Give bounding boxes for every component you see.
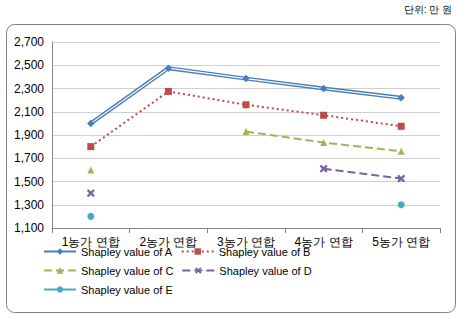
svg-text:2,500: 2,500	[14, 58, 44, 72]
svg-text:Shapley value of E: Shapley value of E	[81, 284, 173, 296]
svg-text:1,300: 1,300	[14, 198, 44, 212]
svg-text:단위: 만 원: 단위: 만 원	[404, 4, 452, 15]
svg-text:1,700: 1,700	[14, 151, 44, 165]
svg-text:2,300: 2,300	[14, 82, 44, 96]
svg-text:5농가 연합: 5농가 연합	[372, 235, 430, 249]
svg-text:2,700: 2,700	[14, 35, 44, 49]
svg-text:1,500: 1,500	[14, 175, 44, 189]
svg-text:Shapley value of B: Shapley value of B	[219, 246, 311, 258]
svg-text:Shapley value of C: Shapley value of C	[81, 265, 173, 277]
svg-text:2,100: 2,100	[14, 105, 44, 119]
svg-text:1농가 연합: 1농가 연합	[61, 235, 120, 249]
svg-text:1,900: 1,900	[14, 128, 44, 142]
svg-text:2농가 연합: 2농가 연합	[139, 235, 198, 249]
svg-text:3농가 연합: 3농가 연합	[217, 235, 275, 249]
svg-text:4농가 연합: 4농가 연합	[294, 235, 353, 249]
svg-text:Shapley value of A: Shapley value of A	[81, 246, 173, 258]
svg-text:Shapley value of D: Shapley value of D	[219, 265, 311, 277]
svg-text:1,100: 1,100	[14, 221, 44, 235]
